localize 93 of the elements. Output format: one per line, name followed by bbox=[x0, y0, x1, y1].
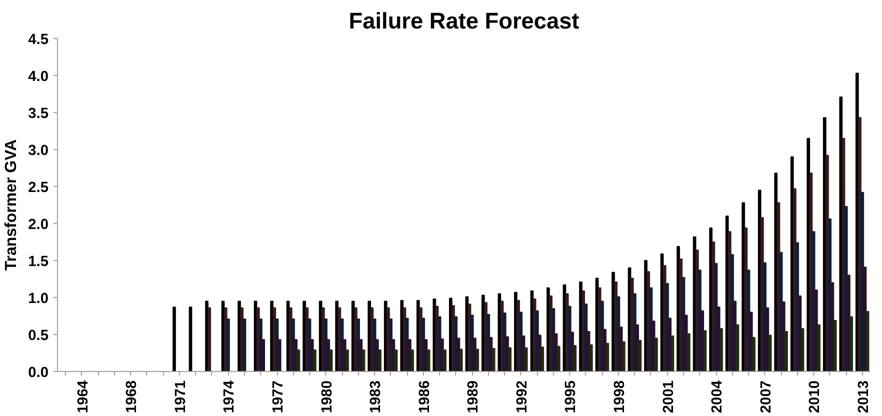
bar bbox=[828, 218, 832, 372]
y-tick-label: 3.5 bbox=[28, 106, 48, 122]
x-tick-label: 1974 bbox=[222, 380, 238, 414]
bar bbox=[614, 281, 618, 372]
y-tick-label: 3.0 bbox=[28, 143, 48, 159]
bar bbox=[800, 328, 804, 372]
bar bbox=[582, 290, 586, 372]
y-tick-label: 2.5 bbox=[28, 180, 48, 196]
bar bbox=[188, 306, 192, 372]
bar bbox=[524, 347, 528, 372]
bar bbox=[766, 307, 770, 372]
x-tick-label: 1964 bbox=[75, 380, 92, 414]
x-tick-label: 2001 bbox=[660, 380, 677, 414]
bar bbox=[556, 346, 560, 372]
bar bbox=[733, 300, 737, 372]
bar bbox=[540, 346, 544, 372]
x-tick-label: 1968 bbox=[124, 380, 140, 414]
bar bbox=[687, 333, 690, 372]
bar bbox=[817, 324, 820, 372]
bar bbox=[622, 341, 626, 372]
bar bbox=[313, 350, 316, 372]
x-tick-label: 1971 bbox=[172, 380, 189, 414]
bar bbox=[432, 298, 436, 372]
x-tick-label: 2010 bbox=[807, 380, 824, 414]
bar bbox=[335, 300, 339, 372]
bar bbox=[646, 271, 650, 372]
bar bbox=[368, 300, 372, 372]
y-tick-label: 1.5 bbox=[28, 254, 48, 270]
x-tick-label: 1998 bbox=[612, 380, 628, 414]
bar bbox=[454, 316, 458, 372]
y-tick-label: 0.5 bbox=[28, 328, 48, 344]
bar bbox=[549, 296, 552, 372]
bar bbox=[508, 347, 512, 372]
x-tick-label: 1977 bbox=[270, 380, 287, 414]
bar bbox=[752, 336, 756, 372]
bar bbox=[573, 345, 577, 372]
bar bbox=[654, 338, 658, 372]
bar bbox=[679, 258, 683, 372]
bar bbox=[768, 334, 772, 372]
x-tick-label: 1980 bbox=[319, 380, 336, 414]
bar bbox=[240, 307, 244, 372]
bar bbox=[476, 348, 480, 372]
bar bbox=[606, 342, 610, 372]
bar bbox=[226, 318, 230, 372]
bar bbox=[860, 192, 864, 372]
bar bbox=[346, 350, 349, 372]
bar bbox=[278, 339, 282, 372]
bar bbox=[784, 331, 788, 372]
bar bbox=[668, 318, 672, 372]
y-tick-label: 4.5 bbox=[28, 32, 48, 48]
bar bbox=[378, 350, 382, 372]
y-tick-label: 1.0 bbox=[28, 291, 48, 307]
bar bbox=[294, 339, 298, 372]
x-tick-label: 1983 bbox=[368, 380, 384, 414]
y-axis-title: Transformer GVA bbox=[3, 138, 20, 271]
bar bbox=[400, 300, 404, 372]
bar bbox=[806, 138, 810, 372]
bar bbox=[410, 350, 414, 372]
x-tick-label: 1986 bbox=[416, 380, 433, 414]
bar bbox=[492, 348, 496, 372]
bar bbox=[326, 339, 330, 372]
bar bbox=[720, 328, 723, 372]
y-tick-label: 2.0 bbox=[28, 217, 48, 233]
bar bbox=[866, 311, 870, 372]
bar bbox=[796, 242, 799, 372]
bar bbox=[389, 318, 392, 372]
bar bbox=[272, 307, 276, 372]
bar bbox=[742, 202, 746, 372]
bar bbox=[839, 96, 843, 372]
y-tick-label: 0.0 bbox=[28, 365, 48, 381]
bar bbox=[422, 318, 426, 372]
bar bbox=[589, 344, 593, 372]
x-tick-label: 1992 bbox=[514, 380, 530, 414]
bar bbox=[709, 227, 712, 372]
bar bbox=[262, 339, 266, 372]
x-tick-label: 1995 bbox=[563, 380, 580, 414]
bar bbox=[443, 350, 446, 372]
x-tick-label: 1989 bbox=[466, 380, 482, 414]
bar bbox=[636, 324, 639, 372]
bar bbox=[700, 310, 704, 372]
x-tick-label: 2013 bbox=[856, 380, 872, 414]
x-tick-label: 2007 bbox=[758, 380, 774, 414]
bar bbox=[172, 306, 176, 372]
x-tick-label: 2004 bbox=[710, 380, 726, 414]
y-tick-label: 4.0 bbox=[28, 69, 48, 85]
chart-title: Failure Rate Forecast bbox=[348, 8, 580, 34]
bar bbox=[486, 314, 490, 372]
bar bbox=[302, 300, 306, 372]
bar bbox=[774, 172, 778, 372]
bar bbox=[850, 316, 853, 372]
bar bbox=[359, 339, 363, 372]
bar bbox=[208, 307, 212, 372]
bar bbox=[519, 312, 523, 372]
